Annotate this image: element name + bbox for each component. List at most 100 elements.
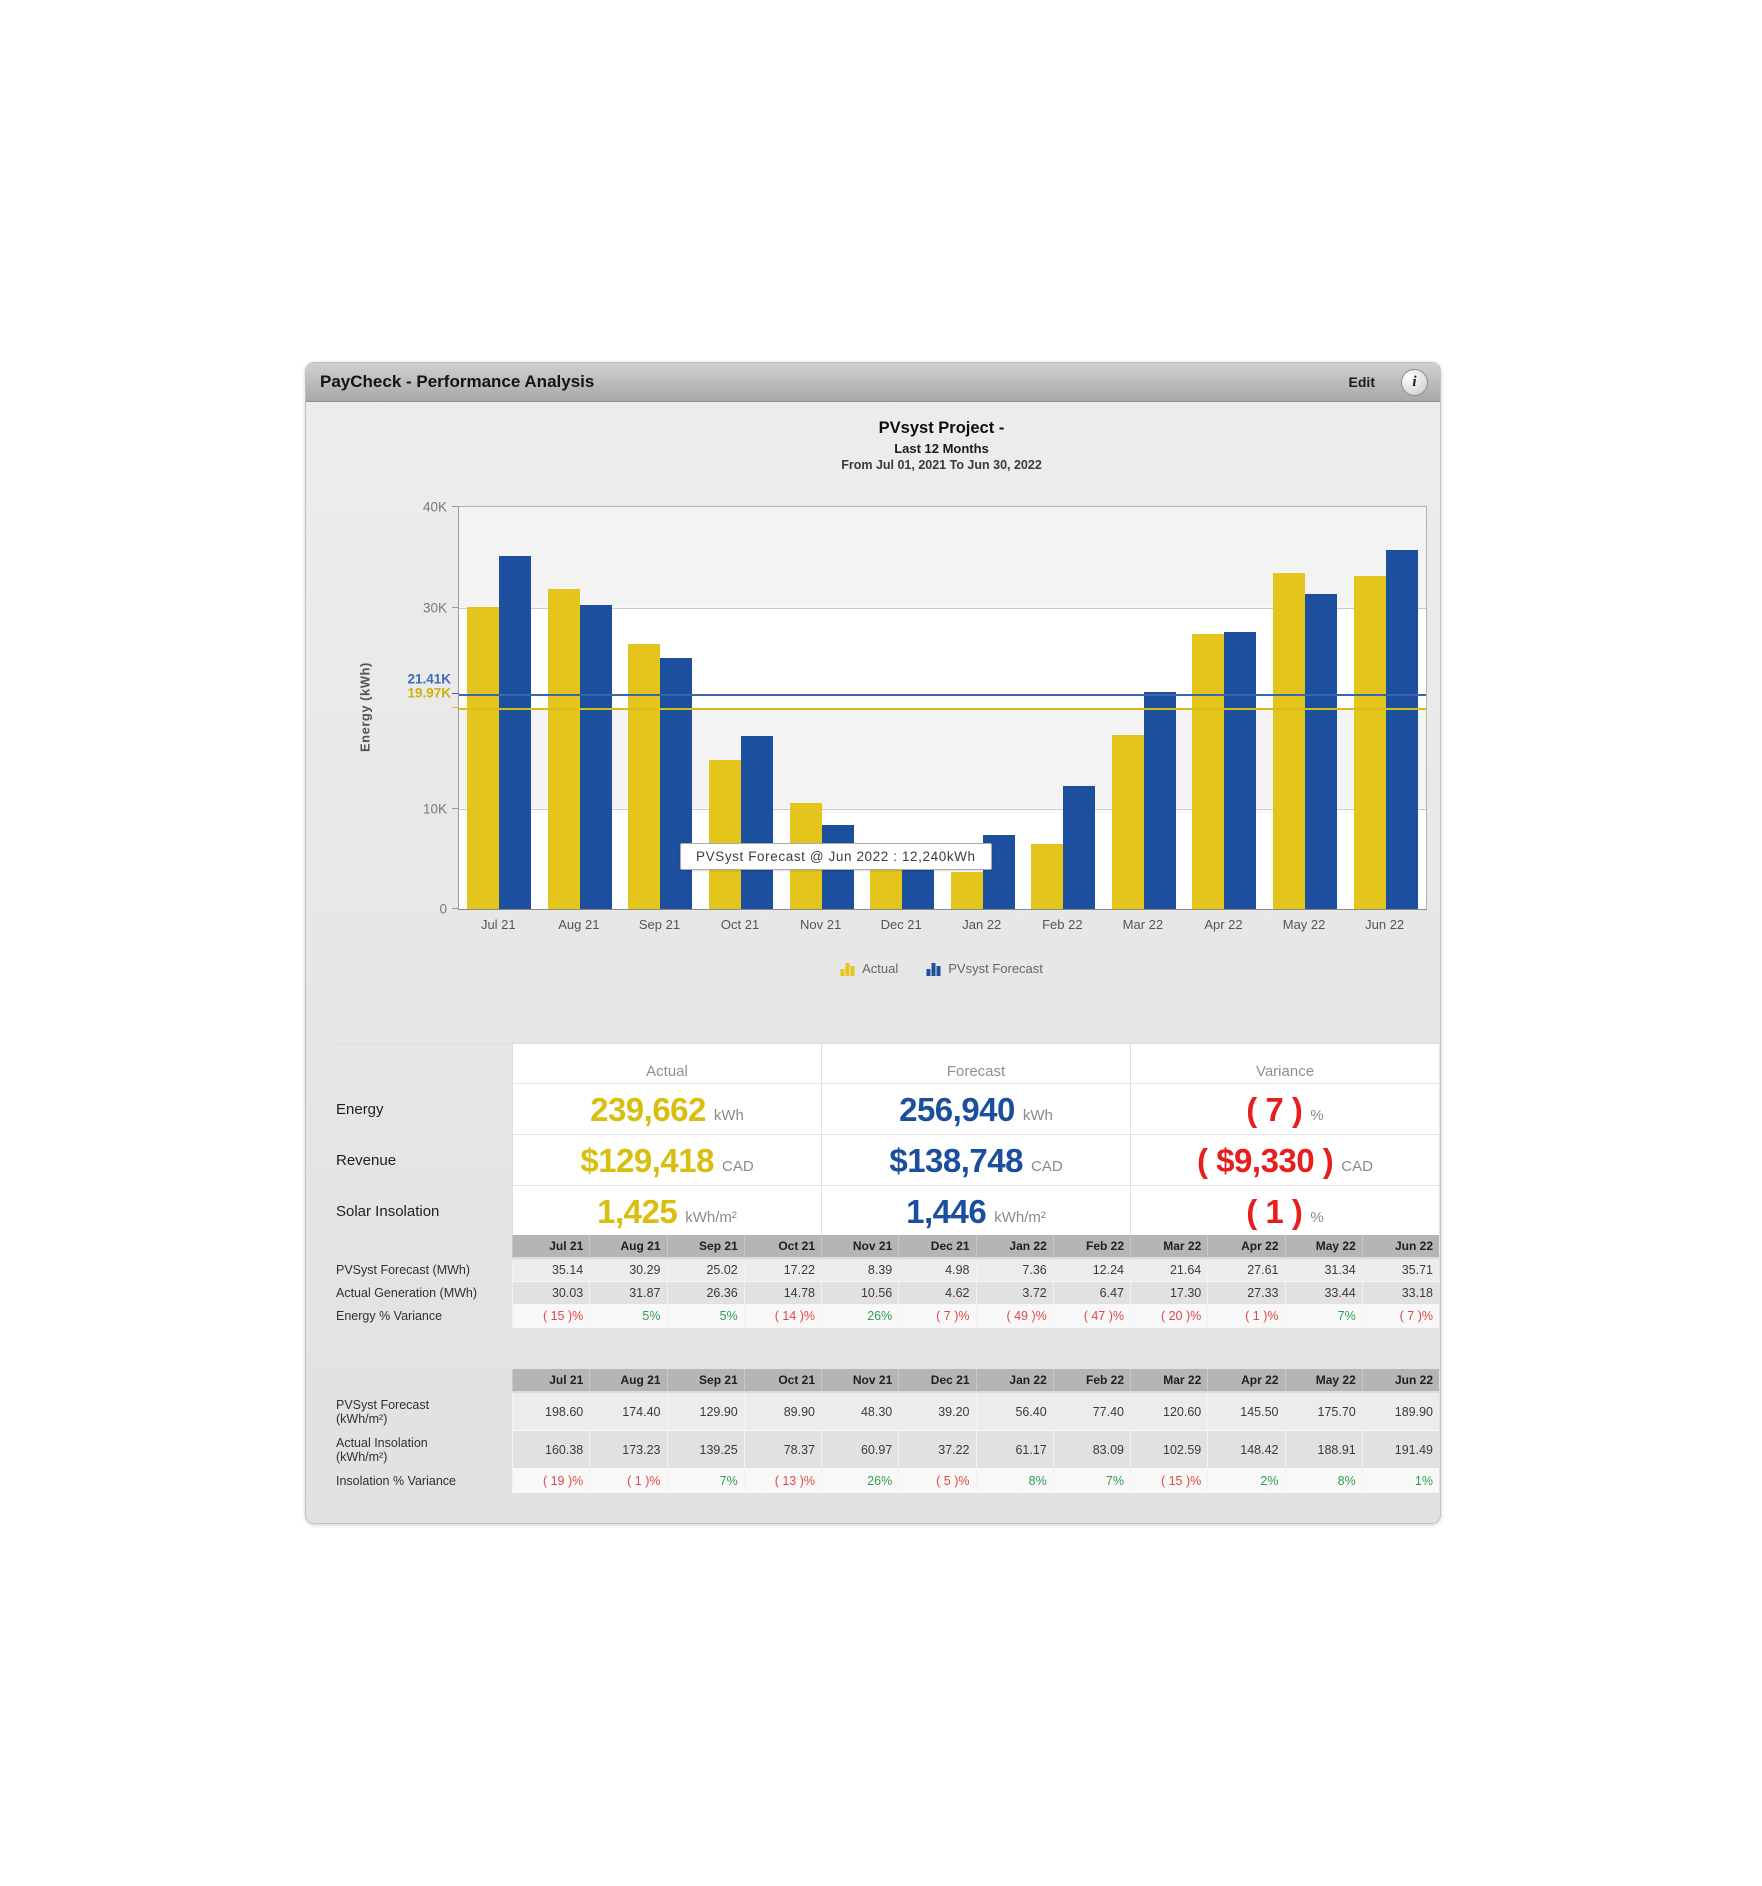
table-cell: 7% [666, 1469, 744, 1493]
table-cell: 17.22 [743, 1259, 821, 1282]
bar-pvsyst-forecast[interactable] [1143, 691, 1176, 909]
bar-pvsyst-forecast[interactable] [579, 604, 612, 909]
average-line-value: 21.41K [407, 671, 451, 687]
table-cell: 175.70 [1284, 1393, 1362, 1431]
table-month-header: Mar 22 [1130, 1369, 1208, 1393]
bar-actual[interactable] [709, 760, 742, 909]
table-cell: 7% [1052, 1469, 1130, 1493]
table-cell: 31.34 [1284, 1259, 1362, 1282]
table-cell: ( 1 )% [1207, 1305, 1285, 1328]
legend-item-pvsyst-forecast[interactable]: PVsyst Forecast [926, 961, 1043, 976]
table-month-header: Nov 21 [821, 1369, 899, 1393]
table-month-header: Jul 21 [512, 1369, 590, 1393]
bar-actual[interactable] [1353, 575, 1386, 909]
table-row-label-text: PVSyst Forecast (MWh) [336, 1263, 471, 1278]
bar-actual[interactable] [1192, 634, 1225, 909]
bar-actual[interactable] [547, 588, 580, 909]
table-cell: 30.29 [589, 1259, 667, 1282]
bars-layer [459, 507, 1426, 909]
table-cell: 8.39 [821, 1259, 899, 1282]
x-axis-label: Mar 22 [1122, 917, 1164, 932]
bar-group-oct-21 [701, 507, 782, 909]
bar-pvsyst-forecast[interactable] [741, 735, 774, 909]
summary-unit: kWh/m² [994, 1208, 1046, 1226]
summary-forecast-value: $138,748 CAD [821, 1135, 1130, 1186]
table-month-header: May 22 [1284, 1369, 1362, 1393]
info-icon[interactable]: i [1401, 368, 1428, 396]
legend-bars-icon [926, 962, 941, 976]
table-month-header: Feb 22 [1052, 1235, 1130, 1259]
table-cell: 83.09 [1052, 1431, 1130, 1469]
table-cell: ( 5 )% [898, 1469, 976, 1493]
x-axis-label: Jul 21 [480, 917, 516, 932]
bar-group-aug-21 [540, 507, 621, 909]
table-month-header: Mar 22 [1130, 1235, 1208, 1259]
bar-actual[interactable] [1031, 843, 1064, 909]
table-cell: 2% [1207, 1469, 1285, 1493]
x-axis-label: Feb 22 [1042, 917, 1083, 932]
bar-actual[interactable] [950, 871, 983, 909]
chart-title-block: PVsyst Project - Last 12 Months From Jul… [458, 419, 1425, 472]
chart-period: From Jul 01, 2021 To Jun 30, 2022 [841, 458, 1042, 472]
bar-group-may-22 [1265, 507, 1346, 909]
table-cell: ( 14 )% [743, 1305, 821, 1328]
summary-column-header: Forecast [821, 1043, 1130, 1084]
table-cell: 5% [666, 1305, 744, 1328]
table-cell: 60.97 [821, 1431, 899, 1469]
legend-label: PVsyst Forecast [948, 961, 1043, 976]
table-cell: 25.02 [666, 1259, 744, 1282]
x-axis-label: Sep 21 [638, 917, 681, 932]
table-cell: ( 20 )% [1130, 1305, 1208, 1328]
chart-tooltip: PVSyst Forecast @ Jun 2022 : 12,240kWh [680, 843, 992, 870]
summary-actual-value: 239,662 kWh [512, 1084, 821, 1135]
table-month-header: Jun 22 [1361, 1235, 1439, 1259]
table-row-label-text: Actual Insolation [336, 1435, 428, 1450]
x-axis-label: May 22 [1282, 917, 1326, 932]
summary-unit: kWh/m² [685, 1208, 737, 1226]
table-row-label: Actual Insolation (kWh/m²) [336, 1431, 512, 1469]
bar-group-apr-22 [1184, 507, 1265, 909]
table-month-header: Dec 21 [898, 1369, 976, 1393]
table-corner [336, 1235, 512, 1259]
table-month-header: Apr 22 [1207, 1235, 1285, 1259]
insolation-data-table: Jul 21 Aug 21 Sep 21 Oct 21 Nov 21 Dec 21 Jan … [336, 1369, 1439, 1493]
table-cell: 10.56 [821, 1282, 899, 1305]
table-cell: ( 49 )% [975, 1305, 1053, 1328]
bar-pvsyst-forecast[interactable] [1385, 550, 1418, 909]
bar-actual[interactable] [870, 862, 903, 909]
summary-number: 239,662 [590, 1090, 706, 1128]
bar-actual[interactable] [1273, 572, 1306, 909]
table-row-label: Energy % Variance [336, 1305, 512, 1328]
bar-pvsyst-forecast[interactable] [1063, 786, 1096, 909]
bar-pvsyst-forecast[interactable] [1305, 594, 1338, 909]
legend-item-actual[interactable]: Actual [840, 961, 898, 976]
table-row-label: Actual Generation (MWh) [336, 1282, 512, 1305]
table-month-header: Jan 22 [975, 1369, 1053, 1393]
summary-number: ( 7 ) [1246, 1090, 1303, 1128]
edit-button[interactable]: Edit [1348, 374, 1375, 390]
table-cell: 139.25 [666, 1431, 744, 1469]
bar-pvsyst-forecast[interactable] [1224, 631, 1257, 909]
bar-actual[interactable] [467, 607, 500, 909]
table-cell: 1% [1361, 1469, 1439, 1493]
table-month-header: Apr 22 [1207, 1369, 1285, 1393]
chart-title: PVsyst Project - [878, 419, 1005, 437]
table-cell: 33.44 [1284, 1282, 1362, 1305]
table-month-header: Sep 21 [666, 1235, 744, 1259]
table-cell: 12.24 [1052, 1259, 1130, 1282]
gridline-30k [459, 607, 1426, 609]
table-cell: 120.60 [1130, 1393, 1208, 1431]
bar-group-sep-21 [620, 507, 701, 909]
x-axis-label: Jun 22 [1365, 917, 1405, 932]
bar-actual[interactable] [628, 644, 661, 909]
summary-unit: CAD [1030, 1157, 1063, 1175]
table-row-label-text: PVSyst Forecast [336, 1397, 430, 1412]
bar-actual[interactable] [1111, 735, 1144, 909]
table-cell: ( 47 )% [1052, 1305, 1130, 1328]
table-month-header: Jan 22 [975, 1235, 1053, 1259]
table-cell: ( 1 )% [589, 1469, 667, 1493]
table-cell: 3.72 [975, 1282, 1053, 1305]
bar-pvsyst-forecast[interactable] [499, 555, 532, 909]
summary-unit: % [1310, 1106, 1324, 1124]
table-cell: 129.90 [666, 1393, 744, 1431]
